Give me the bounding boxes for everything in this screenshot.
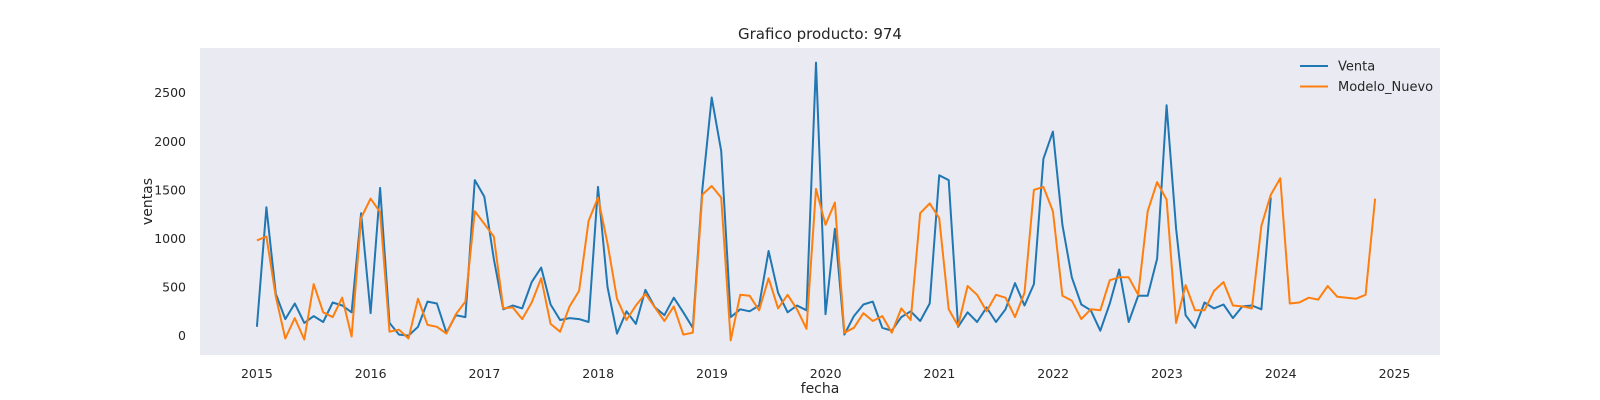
y-tick-label: 500	[162, 279, 186, 294]
y-tick-label: 1000	[154, 231, 186, 246]
x-tick-label: 2024	[1265, 366, 1297, 381]
x-tick-label: 2017	[468, 366, 500, 381]
y-tick-label: 2500	[154, 85, 186, 100]
y-tick-label: 1500	[154, 182, 186, 197]
x-axis: 2015 2016 2017 2018 2019 2020 2021 2022 2023 2024…	[241, 366, 1410, 381]
series-line	[255, 61, 1272, 337]
legend-label: Modelo_Nuevo	[1338, 80, 1433, 95]
x-tick-label: 2018	[582, 366, 614, 381]
legend-label: Venta	[1338, 60, 1375, 75]
y-tick-label: 0	[178, 328, 186, 343]
series-line	[256, 177, 1377, 342]
x-tick-label: 2015	[241, 366, 273, 381]
legend: Venta Modelo_Nuevo	[1300, 60, 1433, 95]
y-tick-label: 2000	[154, 134, 186, 149]
x-tick-label: 2025	[1379, 366, 1411, 381]
y-axis: 0 500 1000 1500 2000 2500	[154, 85, 186, 343]
chart-title: Grafico producto: 974	[738, 25, 902, 43]
x-tick-label: 2016	[355, 366, 387, 381]
x-tick-label: 2019	[696, 366, 728, 381]
x-tick-label: 2022	[1037, 366, 1069, 381]
series-lines	[255, 61, 1377, 342]
x-tick-label: 2020	[810, 366, 842, 381]
y-axis-title: ventas	[140, 178, 156, 225]
x-tick-label: 2023	[1151, 366, 1183, 381]
x-axis-title: fecha	[801, 381, 840, 397]
x-tick-label: 2021	[924, 366, 956, 381]
